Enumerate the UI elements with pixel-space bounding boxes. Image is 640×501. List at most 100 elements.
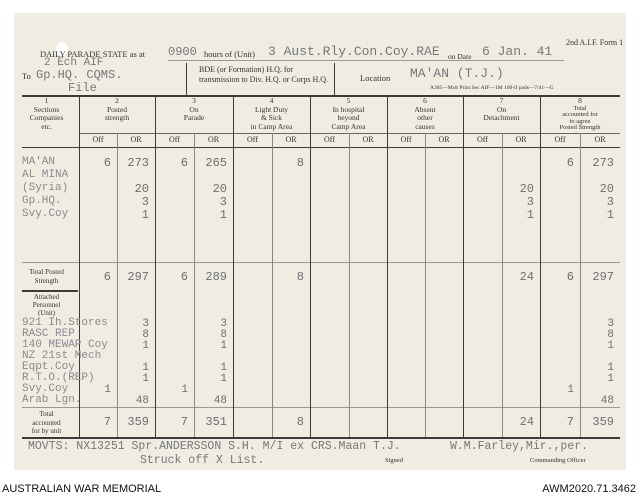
attached-row-label: NZ 21st Mech	[22, 350, 102, 362]
section-label: AL MINA	[22, 169, 69, 181]
value-cell: 8	[142, 329, 149, 341]
signature: W.M.Farley,Mir.,per.	[450, 440, 589, 453]
date-label: on Date	[448, 52, 472, 61]
column-divider	[79, 96, 80, 438]
value-cell: 7	[566, 415, 574, 429]
punch-hole	[56, 42, 68, 56]
value-cell: 1	[607, 340, 614, 352]
column-divider	[463, 96, 464, 438]
value-cell: 7	[180, 415, 188, 429]
column-title: Sections Companies etc.	[29, 104, 64, 131]
attached-row-label: Eqpt.Coy	[22, 361, 75, 373]
value-cell: 8	[220, 329, 227, 341]
to-value-2: Gp.HQ. CQMS.	[36, 68, 123, 82]
value-cell: 1	[607, 362, 614, 374]
value-cell: 20	[212, 182, 227, 196]
value-cell: 1	[142, 373, 149, 385]
column-number: 8	[578, 96, 582, 105]
column-title: Total accounted for to agree Posted Stre…	[559, 104, 601, 131]
value-cell: 1	[220, 373, 227, 385]
movements-line-1: MOVTS: NX13251 Spr.ANDERSSON S.H. M/I ex…	[28, 440, 401, 453]
value-cell: 6	[566, 270, 574, 284]
to-value-3: File	[68, 81, 97, 95]
time-value: 0900	[168, 45, 197, 59]
to-label: To	[22, 71, 31, 81]
section-label: Svy.Coy	[22, 208, 69, 220]
column-header-8: 8 Total accounted for to agree Posted Str…	[540, 96, 620, 132]
section-label: (Syria)	[22, 182, 69, 194]
value-cell: 1	[220, 362, 227, 374]
column-number: 4	[269, 96, 274, 105]
off-or-divider	[349, 133, 350, 437]
or-label: OR	[207, 135, 220, 144]
value-cell: 20	[134, 182, 149, 196]
column-header-2: 2 Posted strength	[79, 96, 155, 123]
off-label: Off	[169, 135, 180, 144]
column-title: Light Duty & Sick in Camp Area	[250, 104, 293, 131]
value-cell: 3	[141, 195, 149, 209]
column-number: 1	[44, 96, 49, 105]
form-id: 2nd A.I.F. Form 1	[566, 38, 624, 47]
off-or-divider	[194, 133, 195, 437]
column-header-1: 1 Sections Companies etc.	[14, 96, 79, 131]
column-divider	[387, 96, 388, 438]
value-cell: 8	[296, 156, 304, 170]
value-cell: 8	[296, 270, 304, 284]
column-header-3: 3 On Parade	[155, 96, 233, 123]
value-cell: 359	[127, 415, 149, 429]
value-cell: 3	[607, 318, 614, 330]
signed-label: Signed	[385, 457, 404, 464]
value-cell: 273	[592, 156, 614, 170]
column-number: 2	[115, 96, 119, 105]
value-cell: 24	[519, 270, 534, 284]
header-bottom-rule	[22, 147, 620, 148]
value-cell: 1	[526, 208, 534, 222]
value-cell: 297	[592, 270, 614, 284]
value-cell: 6	[180, 156, 188, 170]
off-or-divider	[502, 133, 503, 437]
value-cell: 6	[180, 270, 188, 284]
total-posted-bottom-rule	[22, 290, 78, 292]
attached-rule	[22, 407, 620, 408]
column-title: In hospital beyond Camp Area	[331, 104, 366, 131]
value-cell: 1	[141, 208, 149, 222]
value-cell: 6	[103, 156, 111, 170]
attached-row-label: 921 Ih.Stores	[22, 317, 108, 329]
value-cell: 1	[220, 340, 227, 352]
location-value: MA'AN (T.J.)	[410, 66, 504, 81]
section-label: Gp.HQ.	[22, 195, 62, 207]
header-rule	[22, 95, 620, 97]
commanding-officer-label: Commanding Officer	[530, 457, 586, 464]
value-cell: 3	[220, 318, 227, 330]
or-label: OR	[285, 135, 297, 144]
value-cell: 3	[142, 318, 149, 330]
off-label: Off	[400, 135, 412, 144]
value-cell: 1	[606, 208, 614, 222]
off-or-divider	[580, 133, 581, 437]
value-cell: 24	[519, 415, 534, 429]
column-title: Absent other causes	[414, 104, 436, 131]
column-number: 6	[423, 96, 427, 105]
total-accounted-label: Total accounted for by unit	[31, 410, 62, 435]
or-label: OR	[438, 135, 450, 144]
value-cell: 20	[599, 182, 614, 196]
column-divider	[233, 96, 234, 438]
value-cell: 289	[205, 270, 227, 284]
value-cell: 3	[526, 195, 534, 209]
footer-right: AWM2020.71.3462	[542, 483, 636, 495]
value-cell: 1	[181, 384, 188, 396]
value-cell: 6	[566, 156, 574, 170]
value-cell: 8	[296, 415, 304, 429]
value-cell: 3	[219, 195, 227, 209]
value-cell: 48	[600, 395, 614, 407]
value-cell: 8	[607, 329, 614, 341]
off-label: Off	[247, 135, 258, 144]
value-cell: 359	[592, 415, 614, 429]
attached-row-label: R.T.O.(REP)	[22, 372, 95, 384]
value-cell: 351	[205, 415, 227, 429]
column-header-4: 4 Light Duty & Sick in Camp Area	[233, 96, 310, 131]
or-label: OR	[362, 135, 374, 144]
off-label: Off	[324, 135, 335, 144]
to-value-1: 2 Ech AIF	[44, 57, 104, 69]
column-number: 7	[499, 96, 504, 105]
